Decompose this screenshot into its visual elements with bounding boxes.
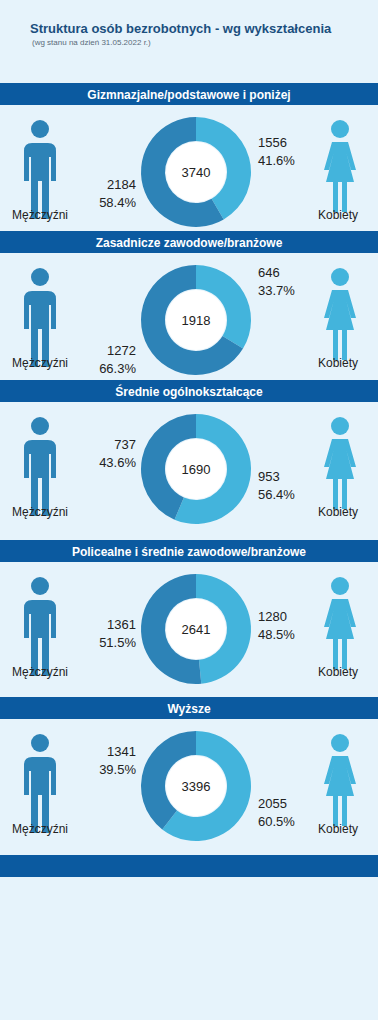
category-label: Mężczyźni [12, 208, 68, 222]
icon-head [31, 577, 49, 595]
section-band [0, 697, 378, 719]
icon-body [324, 439, 356, 509]
category-label: Mężczyźni [12, 665, 68, 679]
section-band [0, 83, 378, 105]
section-title: Wyższe [167, 702, 210, 716]
infographic: Struktura osób bezrobotnych - wg wykszta… [0, 0, 378, 1020]
percent-label: 41.6% [258, 153, 295, 168]
value-label: 737 [114, 437, 136, 452]
value-label: 1556 [258, 135, 287, 150]
icon-head [31, 268, 49, 286]
section: Wyższe Mężczyźni Kobiety 3396 2055 60.5% 1341 3… [0, 697, 378, 841]
icon-head [331, 734, 349, 752]
man-icon [24, 577, 56, 676]
value-label: 1341 [107, 744, 136, 759]
percent-label: 58.4% [99, 195, 136, 210]
percent-label: 43.6% [99, 455, 136, 470]
total-label: 1918 [182, 313, 211, 328]
category-label: Mężczyźni [12, 505, 68, 519]
donut: 2641 [141, 574, 251, 684]
percent-label: 60.5% [258, 814, 295, 829]
donut: 3740 [141, 117, 251, 227]
woman-icon [324, 734, 356, 826]
man-icon [24, 417, 56, 516]
man-icon [24, 268, 56, 367]
icon-body [324, 142, 356, 212]
section-title: Zasadnicze zawodowe/branżowe [96, 236, 283, 250]
icon-head [331, 577, 349, 595]
icon-head [331, 417, 349, 435]
woman-icon [324, 268, 356, 360]
icon-body [324, 599, 356, 669]
footer-band [0, 855, 378, 877]
percent-label: 51.5% [99, 635, 136, 650]
value-label: 953 [258, 469, 280, 484]
percent-label: 48.5% [258, 627, 295, 642]
background [0, 0, 378, 1020]
icon-head [331, 120, 349, 138]
section-band [0, 380, 378, 402]
title: Struktura osób bezrobotnych - wg wykszta… [30, 21, 332, 36]
donut-slice [141, 265, 243, 375]
section-title: Policealne i średnie zawodowe/branżowe [72, 545, 306, 559]
value-label: 2055 [258, 796, 287, 811]
section: Zasadnicze zawodowe/branżowe Mężczyźni Kob… [0, 231, 378, 376]
man-icon [24, 734, 56, 833]
woman-icon [324, 120, 356, 212]
donut-center [166, 439, 226, 499]
category-label: Kobiety [318, 505, 358, 519]
donut-center [166, 290, 226, 350]
donut-center [166, 756, 226, 816]
subtitle: (wg stanu na dzień 31.05.2022 r.) [32, 38, 151, 47]
category-label: Mężczyźni [12, 822, 68, 836]
category-label: Kobiety [318, 208, 358, 222]
section-band [0, 540, 378, 562]
section-title: Gizmnazjalne/podstawowe i poniżej [87, 88, 290, 102]
section-band [0, 231, 378, 253]
section-title: Średnie ogólnokształcące [115, 384, 263, 399]
total-label: 2641 [182, 622, 211, 637]
donut: 1918 [141, 265, 251, 375]
donut-center [166, 599, 226, 659]
donut: 3396 [141, 731, 251, 841]
value-label: 646 [258, 265, 280, 280]
man-icon [24, 120, 56, 219]
woman-icon [324, 417, 356, 509]
woman-icon [324, 577, 356, 669]
icon-body [324, 756, 356, 826]
value-label: 1272 [107, 343, 136, 358]
donut: 1690 [141, 414, 251, 524]
value-label: 2184 [107, 177, 136, 192]
value-label: 1361 [107, 617, 136, 632]
percent-label: 66.3% [99, 361, 136, 376]
total-label: 1690 [182, 462, 211, 477]
icon-head [31, 120, 49, 138]
section: Gizmnazjalne/podstawowe i poniżej Mężczyź… [0, 83, 378, 227]
total-label: 3396 [182, 779, 211, 794]
value-label: 1280 [258, 609, 287, 624]
icon-head [31, 417, 49, 435]
icon-head [331, 268, 349, 286]
percent-label: 39.5% [99, 762, 136, 777]
section: Policealne i średnie zawodowe/branżowe Mę… [0, 540, 378, 684]
percent-label: 56.4% [258, 487, 295, 502]
category-label: Kobiety [318, 356, 358, 370]
icon-head [31, 734, 49, 752]
total-label: 3740 [182, 165, 211, 180]
section: Średnie ogólnokształcące Mężczyźni Kobiety… [0, 380, 378, 524]
icon-body [324, 290, 356, 360]
donut-center [166, 142, 226, 202]
percent-label: 33.7% [258, 283, 295, 298]
category-label: Kobiety [318, 822, 358, 836]
category-label: Mężczyźni [12, 356, 68, 370]
category-label: Kobiety [318, 665, 358, 679]
